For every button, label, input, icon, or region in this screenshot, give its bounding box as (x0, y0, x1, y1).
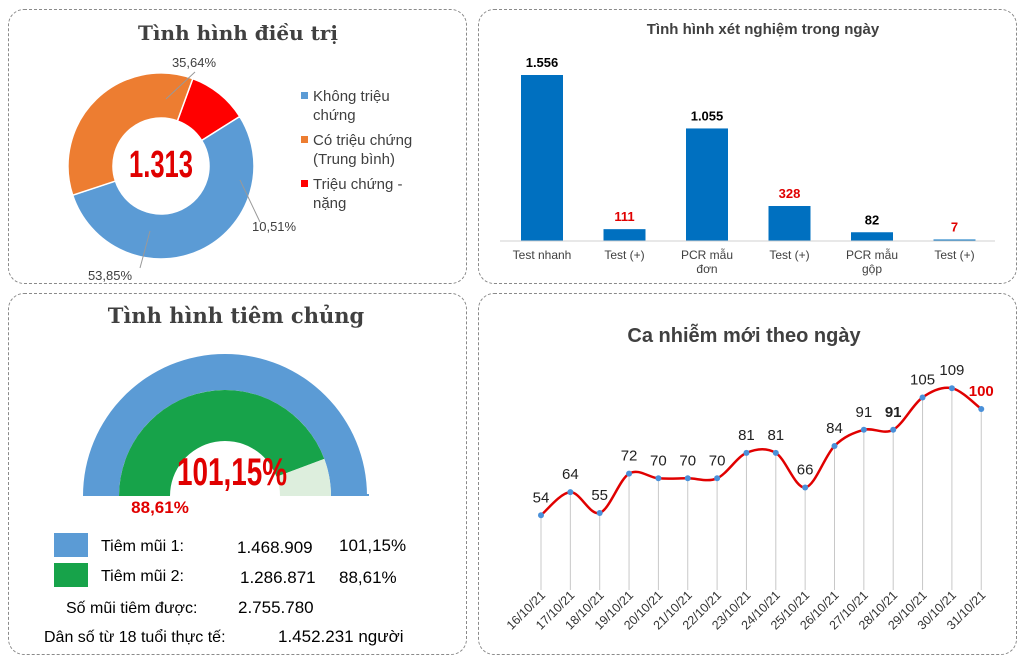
bar-2 (686, 128, 728, 241)
bar-value-label-0: 1.556 (526, 55, 559, 70)
bar-value-label-5: 7 (951, 220, 958, 235)
cases-value-label-12: 91 (885, 404, 902, 421)
cases-value-label-11: 91 (856, 404, 873, 421)
cases-point-11 (860, 426, 867, 433)
slice-label-severe: 10,51% (252, 219, 297, 234)
cases-point-3 (626, 470, 633, 477)
cases-value-label-0: 54 (533, 489, 550, 506)
cases-value-label-8: 81 (767, 427, 784, 444)
population-label: Dân số từ 18 tuổi thực tế: (44, 628, 226, 646)
cases-point-14 (948, 385, 955, 392)
bar-category-label-4: PCR mẫu (846, 247, 898, 262)
cases-value-label-4: 70 (650, 452, 667, 469)
cases-value-label-10: 84 (826, 420, 843, 437)
cases-point-13 (919, 394, 926, 401)
cases-value-label-9: 66 (797, 462, 814, 479)
legend-swatch-severe (301, 180, 308, 187)
bar-5 (933, 239, 976, 241)
dose1-swatch (54, 533, 88, 557)
cases-value-label-15: 100 (969, 383, 994, 400)
gauge-big-label: 101,15% (177, 450, 287, 494)
cases-value-label-13: 105 (910, 371, 935, 388)
bar-category-label-0: Test nhanh (513, 248, 572, 262)
cases-title: Ca nhiễm mới theo ngày (627, 323, 861, 347)
treatment-total: 1.313 (129, 143, 193, 185)
bar-1 (603, 229, 646, 241)
bar-value-label-3: 328 (779, 186, 801, 201)
cases-value-label-6: 70 (709, 452, 726, 469)
dose2-swatch (54, 563, 88, 587)
cases-point-12 (890, 426, 897, 433)
bar-value-label-1: 111 (614, 209, 634, 224)
vaccination-title: Tình hình tiêm chủng (108, 303, 365, 328)
bar-category-label-1: Test (+) (604, 248, 644, 262)
cases-point-9 (802, 484, 809, 491)
cases-value-label-3: 72 (621, 448, 638, 465)
legend-severe-line1: Triệu chứng - (313, 176, 403, 193)
cases-value-label-2: 55 (591, 487, 608, 504)
cases-value-label-5: 70 (679, 452, 696, 469)
cases-series-line (540, 386, 983, 517)
slice-medium (67, 72, 194, 197)
bar-value-label-2: 1.055 (691, 108, 724, 123)
bar-category-label-4: gộp (862, 262, 882, 276)
treatment-donut (67, 72, 255, 260)
cases-value-label-14: 109 (939, 362, 964, 379)
dose2-count: 1.286.871 (240, 568, 316, 587)
gauge-dose2-remaining (276, 458, 331, 496)
slice-label-medium: 35,64% (172, 55, 217, 70)
cases-line-chart: 5416/10/216417/10/215518/10/217219/10/21… (504, 362, 994, 632)
cases-point-7 (743, 449, 750, 456)
legend-swatch-medium (301, 136, 308, 143)
cases-point-15 (978, 406, 985, 412)
doses-total-value: 2.755.780 (238, 598, 314, 617)
gauge-dose2-arc (119, 390, 325, 496)
cases-panel (478, 293, 1017, 655)
legend-medium-line2: (Trung bình) (313, 151, 395, 168)
cases-point-5 (684, 475, 691, 482)
cases-point-2 (596, 509, 603, 516)
gauge-overflow-tick (365, 494, 369, 496)
testing-panel (478, 9, 1017, 284)
slice-label-asymptomatic: 53,85% (88, 268, 133, 283)
vaccination-panel (8, 293, 467, 655)
cases-value-label-1: 64 (562, 466, 579, 483)
population-value: 1.452.231 người (278, 627, 404, 646)
vaccination-gauge (83, 354, 369, 496)
gauge-dose1-arc (83, 354, 367, 496)
dose1-percent: 101,15% (339, 536, 406, 555)
donut-leader-lines (139, 71, 261, 269)
dose1-label: Tiêm mũi 1: (101, 538, 184, 555)
doses-total-label: Số mũi tiêm được: (66, 600, 197, 617)
legend-severe-line2: nặng (313, 195, 346, 212)
bar-category-label-5: Test (+) (934, 248, 974, 262)
dose1-count: 1.468.909 (237, 538, 313, 557)
legend-swatch-asymptomatic (301, 92, 308, 99)
bar-category-label-2: PCR mẫu (681, 247, 733, 262)
cases-point-0 (538, 512, 544, 519)
bar-3 (768, 206, 811, 241)
cases-point-10 (831, 442, 838, 449)
legend-medium-line1: Có triệu chứng (313, 132, 412, 149)
bar-value-label-4: 82 (865, 212, 879, 227)
dose2-percent: 88,61% (339, 568, 397, 587)
cases-point-8 (772, 449, 779, 456)
dose2-label: Tiêm mũi 2: (101, 568, 184, 585)
treatment-title: Tình hình điều trị (138, 21, 338, 45)
bar-category-label-3: Test (+) (769, 248, 809, 262)
cases-point-1 (567, 489, 574, 496)
slice-asymptomatic (71, 115, 255, 260)
cases-value-label-7: 81 (738, 427, 755, 444)
bar-4 (851, 232, 893, 241)
cases-point-4 (655, 475, 662, 482)
legend-asymptomatic-line2: chứng (313, 107, 356, 124)
gauge-inner-label: 88,61% (131, 498, 189, 517)
bar-0 (521, 75, 563, 241)
testing-title: Tình hình xét nghiệm trong ngày (647, 21, 880, 38)
cases-point-6 (714, 475, 721, 482)
legend-asymptomatic-line1: Không triệu (313, 88, 390, 105)
bar-category-label-2: đơn (696, 262, 717, 276)
